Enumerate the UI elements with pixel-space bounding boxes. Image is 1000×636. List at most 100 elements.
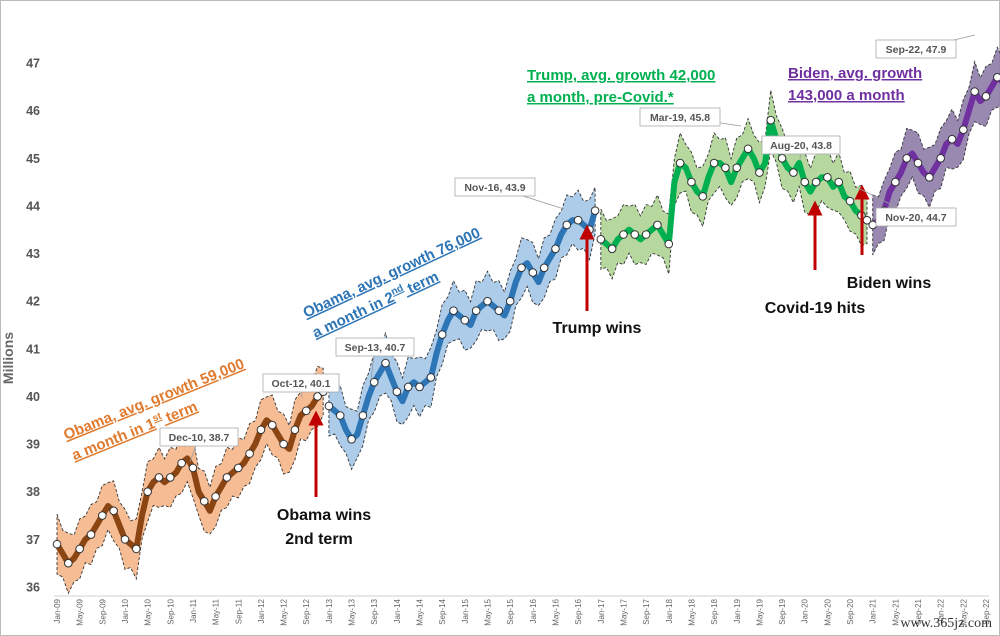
period-label: Trump, avg. growth 42,000 a month, pre-Co… (527, 67, 715, 106)
callout-label: Oct-12, 40.1 (272, 378, 331, 390)
event: Biden wins (847, 184, 932, 292)
data-point (335, 411, 345, 420)
data-point (98, 511, 107, 520)
data-point (755, 168, 764, 177)
data-point (381, 358, 390, 368)
data-point (562, 220, 572, 230)
x-tick-label: Jan-22 (937, 598, 946, 623)
data-point (834, 177, 844, 187)
period-label: Biden, avg. growth 143,000 a month (788, 65, 922, 104)
data-point (313, 392, 322, 401)
data-point (528, 268, 538, 277)
callout: Mar-19, 45.8 (639, 107, 742, 127)
data-point (143, 487, 152, 497)
data-point (494, 306, 504, 316)
data-point (426, 373, 436, 382)
y-tick-label: 37 (26, 533, 40, 547)
x-tick-label: May-17 (619, 598, 628, 625)
data-point (471, 306, 481, 316)
data-point (86, 530, 96, 539)
x-tick-label: Sep-15 (506, 598, 515, 624)
watermark: www.365jz.com (900, 616, 992, 631)
x-tick-label: May-22 (959, 598, 968, 625)
data-point (415, 382, 424, 392)
data-point (109, 506, 118, 516)
data-point (188, 463, 198, 473)
data-point (653, 220, 662, 230)
y-tick-label: 41 (26, 342, 40, 356)
y-axis-label: Millions (0, 332, 16, 384)
data-point (517, 263, 526, 273)
y-tick-label: 45 (26, 152, 40, 166)
data-point (664, 239, 674, 249)
y-axis: 36 37 38 39 40 41 42 43 44 45 46 47 (26, 57, 40, 595)
y-tick-label: 47 (26, 57, 40, 71)
series-band (872, 46, 1000, 256)
data-point (154, 473, 164, 482)
data-point (369, 377, 379, 387)
series-band (328, 187, 596, 471)
data-point (505, 296, 515, 306)
data-point (403, 382, 413, 392)
x-tick-label: May-18 (687, 598, 696, 625)
x-tick-label: Jan-14 (393, 598, 402, 623)
x-tick-label: May-19 (755, 598, 764, 625)
value-callouts: Dec-10, 38.7 Oct-12, 40.1 Sep-13, 40.7 Nov-… (159, 34, 976, 463)
x-tick-label: Jan-11 (189, 598, 198, 622)
callout: Sep-22, 47.9 (875, 34, 976, 59)
x-tick-label: Jan-19 (733, 598, 742, 623)
data-point (573, 215, 583, 225)
x-tick-label: Sep-21 (914, 598, 923, 624)
data-point (607, 244, 617, 254)
x-tick-label: May-13 (348, 598, 357, 625)
event-label: Biden wins (847, 275, 932, 292)
x-tick-label: Sep-22 (982, 598, 991, 624)
data-point (392, 387, 402, 396)
x-tick-label: May-09 (76, 598, 85, 625)
data-point (551, 244, 560, 254)
x-tick-label: Sep-19 (778, 598, 787, 624)
callout-label: Nov-16, 43.9 (464, 182, 525, 194)
data-point (630, 230, 640, 239)
data-point (641, 230, 651, 239)
x-tick-label: Jan-18 (665, 598, 674, 623)
callout: Dec-10, 38.7 (159, 427, 239, 463)
x-tick-label: Jan-15 (461, 598, 470, 623)
callout-label: Sep-13, 40.7 (345, 342, 406, 354)
data-point (823, 173, 832, 182)
x-tick-label: Sep-20 (846, 598, 855, 624)
callout: Aug-20, 43.8 (761, 135, 841, 161)
callout: Nov-16, 43.9 (454, 177, 565, 210)
x-tick-label: Jan-21 (869, 598, 878, 623)
data-point (687, 177, 696, 187)
data-point (301, 406, 311, 416)
x-tick-label: Sep-11 (234, 598, 243, 624)
y-tick-label: 46 (26, 104, 40, 118)
data-point (437, 330, 447, 339)
x-tick-label: Sep-10 (166, 598, 175, 624)
x-tick-label: May-12 (280, 598, 289, 625)
x-tick-label: Jan-09 (53, 598, 62, 623)
data-point (120, 535, 130, 544)
x-tick-label: May-11 (212, 598, 221, 625)
callout-box (335, 337, 415, 357)
data-point (619, 230, 628, 239)
x-tick-label: Jan-10 (121, 598, 130, 623)
data-point (936, 153, 945, 163)
x-tick-label: Jan-16 (529, 598, 538, 623)
callout-box (159, 427, 239, 447)
period-label-line1: Trump, avg. growth 42,000 (527, 67, 715, 84)
callout-box (454, 177, 536, 197)
x-tick-label: Sep-14 (438, 598, 447, 624)
x-tick-label: May-20 (823, 598, 832, 625)
y-tick-label: 39 (26, 438, 40, 452)
data-point (324, 401, 334, 411)
data-point (596, 234, 606, 244)
x-tick-label: Sep-16 (574, 598, 583, 624)
callout: Nov-20, 44.7 (857, 187, 957, 227)
event-label-line2: 2nd term (285, 531, 353, 548)
data-point (233, 463, 243, 473)
data-point (199, 496, 209, 506)
data-point (925, 173, 934, 182)
